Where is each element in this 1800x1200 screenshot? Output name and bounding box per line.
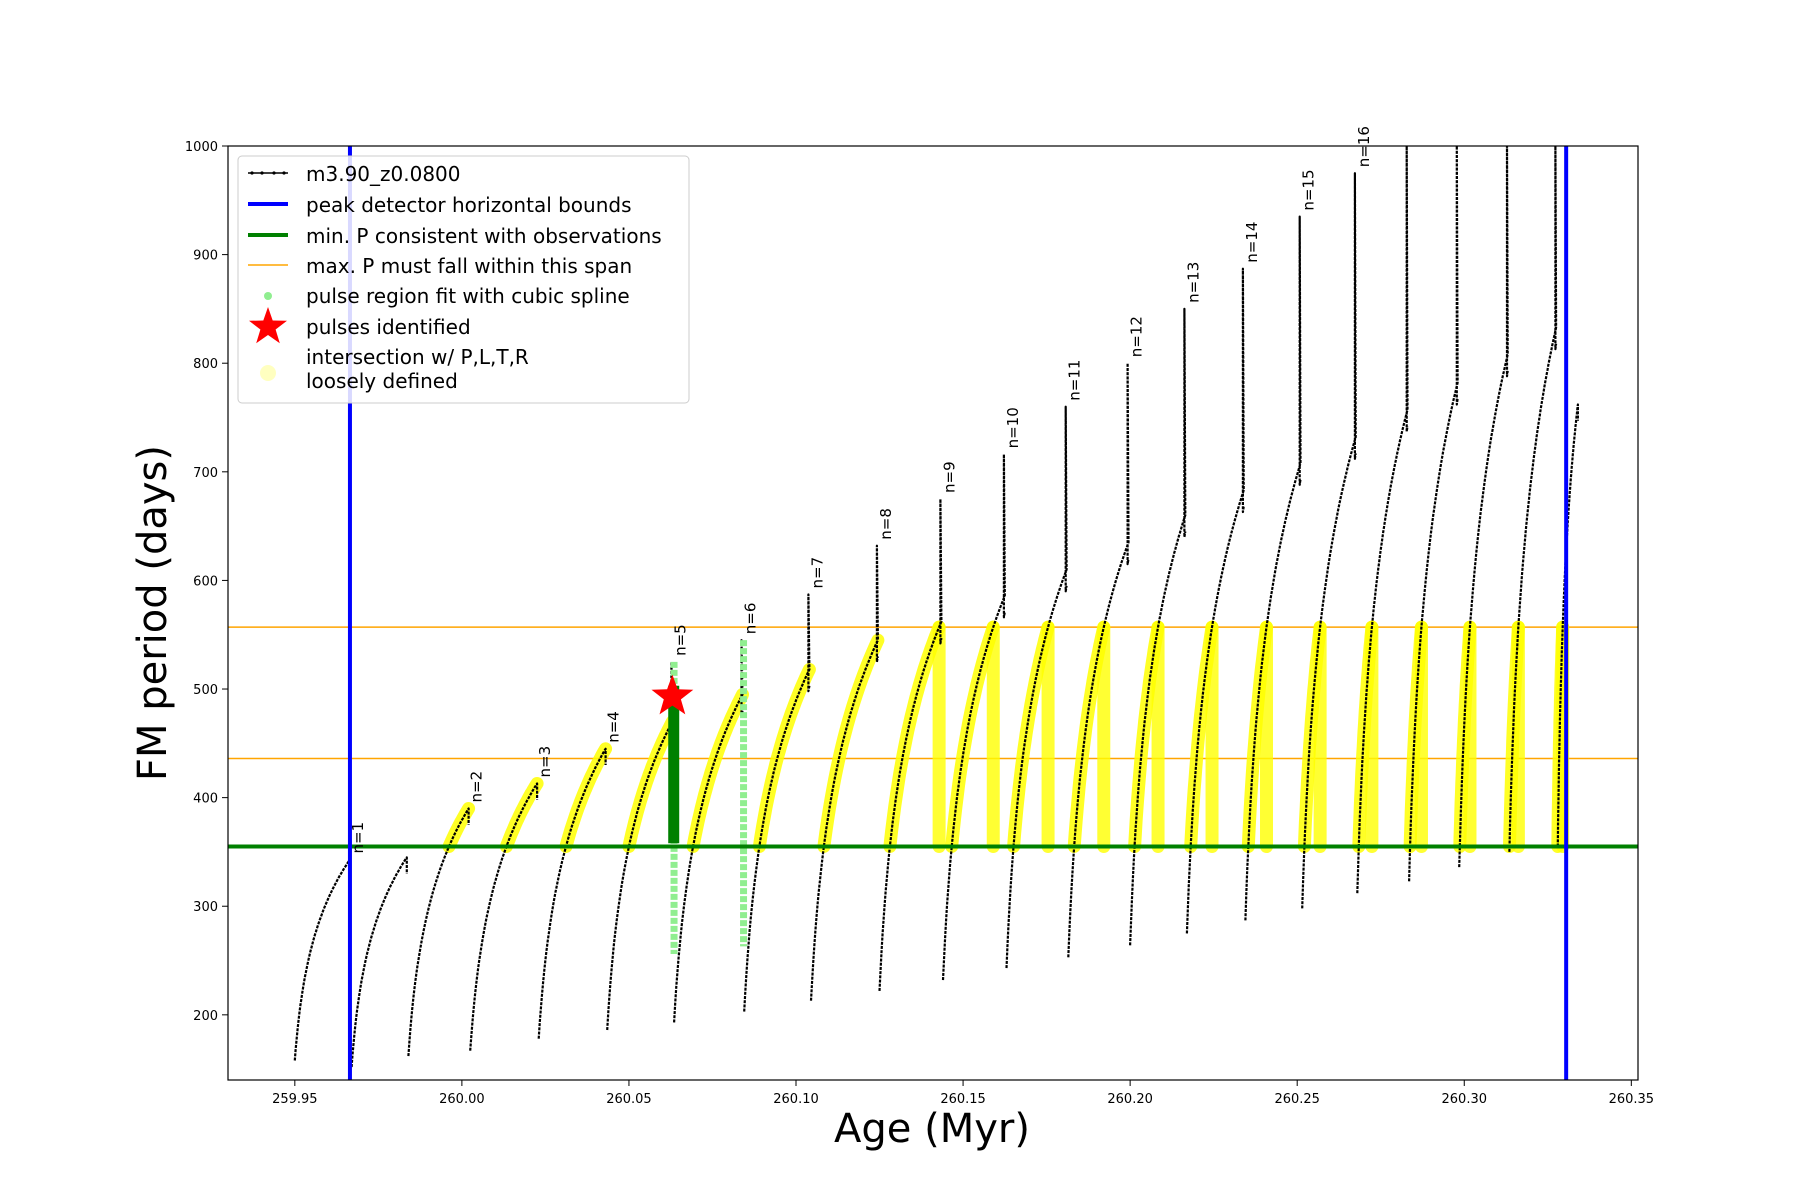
y-tick-label-1: 200: [193, 1009, 218, 1024]
curve-cycle-1: [293, 858, 352, 1061]
curve-cycle-14: [1129, 307, 1187, 946]
cycle-label-17: n=16: [1355, 126, 1373, 167]
y-tick-label-4: 500: [193, 683, 218, 698]
x-tick-label-6: 260.20: [1107, 1092, 1153, 1107]
pulse-star: [651, 674, 694, 715]
y-tick-label-5: 600: [193, 574, 218, 589]
x-axis-ticks: 259.95 260.00 260.05 260.10 260.15 260.20 260.…: [272, 1080, 1654, 1107]
cycle-label-10: n=9: [940, 461, 958, 493]
period-curve: [293, 146, 1580, 1068]
curve-cycle-10: [878, 497, 943, 991]
legend-label-bounds: peak detector horizontal bounds: [306, 193, 632, 217]
x-axis-label: Age (Myr): [834, 1106, 1030, 1152]
cycle-label-11: n=10: [1004, 407, 1022, 448]
curve-cycle-21: [1508, 146, 1558, 852]
legend-label-model: m3.90_z0.0800: [306, 162, 461, 186]
cycle-label-1: n=1: [349, 822, 367, 854]
legend-star-icon: [249, 307, 287, 344]
cycle-label-9: n=8: [877, 508, 895, 540]
y-axis-ticks: 200 300 400 500 600 700 800 900 1000: [185, 140, 228, 1024]
curve-cycle-11: [941, 453, 1006, 981]
cycle-labels: n=1 n=2 n=3 n=4 n=5 n=6 n=7 n=8 n=9 n=10 n=11 n=12 n…: [349, 126, 1373, 853]
pulse-spline-regions: [668, 640, 748, 955]
curve-cycle-6: [606, 660, 674, 1031]
legend-entry-spline: pulse region fit with cubic spline: [264, 284, 630, 308]
cycle-label-13: n=12: [1128, 316, 1146, 357]
plot-frame: [227, 145, 1639, 1081]
legend-label-spline: pulse region fit with cubic spline: [306, 284, 630, 308]
y-tick-label-9: 1000: [185, 140, 218, 155]
curve-cycle-2: [350, 856, 408, 1068]
curve-cycle-3: [407, 807, 470, 1057]
y-tick-label-7: 800: [193, 357, 218, 372]
legend-label-intersection-2: loosely defined: [306, 369, 458, 393]
curve-cycle-19: [1408, 146, 1459, 882]
curve-cycle-20: [1458, 146, 1509, 868]
y-axis-label: FM period (days): [130, 445, 176, 781]
legend: m3.90_z0.0800 peak detector horizontal b…: [237, 155, 690, 404]
legend-label-min-p: min. P consistent with observations: [306, 224, 662, 248]
curve-cycle-5: [537, 747, 607, 1039]
legend-entry-bounds: peak detector horizontal bounds: [248, 193, 632, 217]
cycle-label-16: n=15: [1300, 169, 1318, 210]
cycle-label-8: n=7: [808, 557, 826, 589]
curve-cycle-15: [1185, 267, 1245, 934]
y-tick-label-3: 400: [193, 792, 218, 807]
x-tick-label-4: 260.10: [773, 1092, 819, 1107]
legend-entry-model: m3.90_z0.0800: [248, 162, 461, 186]
pulse-star-marker: [651, 674, 694, 715]
cycle-label-7: n=6: [742, 603, 760, 635]
curve-cycle-9: [809, 544, 880, 1001]
curve-cycle-13: [1067, 362, 1130, 958]
legend-label-intersection: intersection w/ P,L,T,R: [306, 345, 529, 369]
cycle-label-5: n=4: [605, 711, 623, 743]
cycle-label-15: n=14: [1243, 222, 1261, 263]
legend-entry-pulses: pulses identified: [249, 307, 471, 344]
curve-cycle-7: [673, 639, 744, 1023]
y-tick-label-8: 900: [193, 249, 218, 264]
cycle-label-3: n=2: [468, 771, 486, 803]
intersection-band-4: [499, 777, 544, 853]
y-tick-label-6: 700: [193, 466, 218, 481]
cycle-label-14: n=13: [1184, 262, 1202, 303]
x-tick-label-8: 260.30: [1442, 1092, 1488, 1107]
legend-label-max-p: max. P must fall within this span: [306, 254, 632, 278]
legend-box: [237, 155, 690, 404]
cycle-label-12: n=11: [1066, 360, 1084, 401]
legend-entry-intersection: intersection w/ P,L,T,R loosely defined: [260, 345, 529, 393]
cycle-label-4: n=3: [536, 746, 554, 778]
x-tick-label-5: 260.15: [940, 1092, 986, 1107]
cycle-label-6: n=5: [671, 624, 689, 656]
curve-cycle-4: [469, 782, 539, 1051]
x-tick-label-2: 260.00: [439, 1092, 485, 1107]
legend-entry-max-p: max. P must fall within this span: [248, 254, 632, 278]
curve-cycle-17: [1301, 172, 1357, 909]
x-tick-label-1: 259.95: [272, 1092, 318, 1107]
curve-cycle-12: [1005, 405, 1068, 969]
legend-entry-min-p: min. P consistent with observations: [248, 224, 662, 248]
x-tick-label-9: 260.35: [1609, 1092, 1655, 1107]
legend-label-pulses: pulses identified: [306, 315, 471, 339]
x-tick-label-3: 260.05: [606, 1092, 652, 1107]
y-tick-label-2: 300: [193, 900, 218, 915]
curve-cycle-16: [1244, 215, 1302, 921]
x-tick-label-7: 260.25: [1274, 1092, 1320, 1107]
curve-cycle-18: [1356, 146, 1409, 894]
